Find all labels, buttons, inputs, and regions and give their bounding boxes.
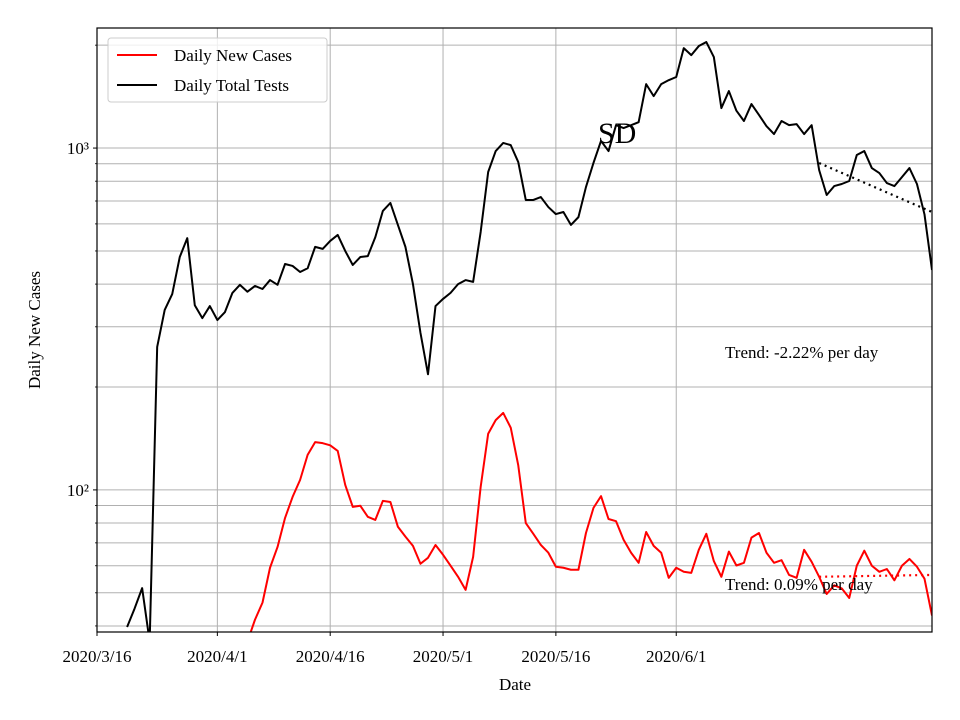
trend-line — [818, 162, 932, 214]
x-tick-label: 2020/5/1 — [413, 647, 473, 666]
annotation: SD — [598, 117, 636, 150]
x-tick-label: 2020/6/1 — [646, 647, 706, 666]
legend-box — [107, 37, 328, 103]
legend: Daily New Cases Daily Total Tests — [107, 37, 328, 103]
x-tick-label: 2020/3/16 — [63, 647, 132, 666]
x-tick-label: 2020/4/16 — [296, 647, 365, 666]
y-tick-label: 10³ — [67, 139, 89, 158]
trend-line — [819, 573, 932, 578]
annotation: Trend: 0.09% per day — [725, 575, 873, 594]
x-axis-label: Date — [499, 675, 531, 694]
legend-label: Daily Total Tests — [174, 76, 289, 95]
y-axis-label: Daily New Cases — [25, 271, 44, 389]
plot-frame — [96, 27, 933, 633]
plot-lines — [126, 41, 932, 632]
annotation: Trend: -2.22% per day — [725, 343, 879, 362]
grid — [96, 28, 932, 632]
x-tick-label: 2020/5/16 — [521, 647, 590, 666]
data-line — [126, 41, 932, 632]
y-tick-label: 10² — [67, 481, 89, 500]
data-line — [249, 411, 932, 632]
axes: 10² 10³ 2020/3/16 2020/4/1 2020/4/16 2020/5/1… — [63, 44, 706, 666]
x-tick-label: 2020/4/1 — [187, 647, 247, 666]
legend-label: Daily New Cases — [174, 46, 292, 65]
